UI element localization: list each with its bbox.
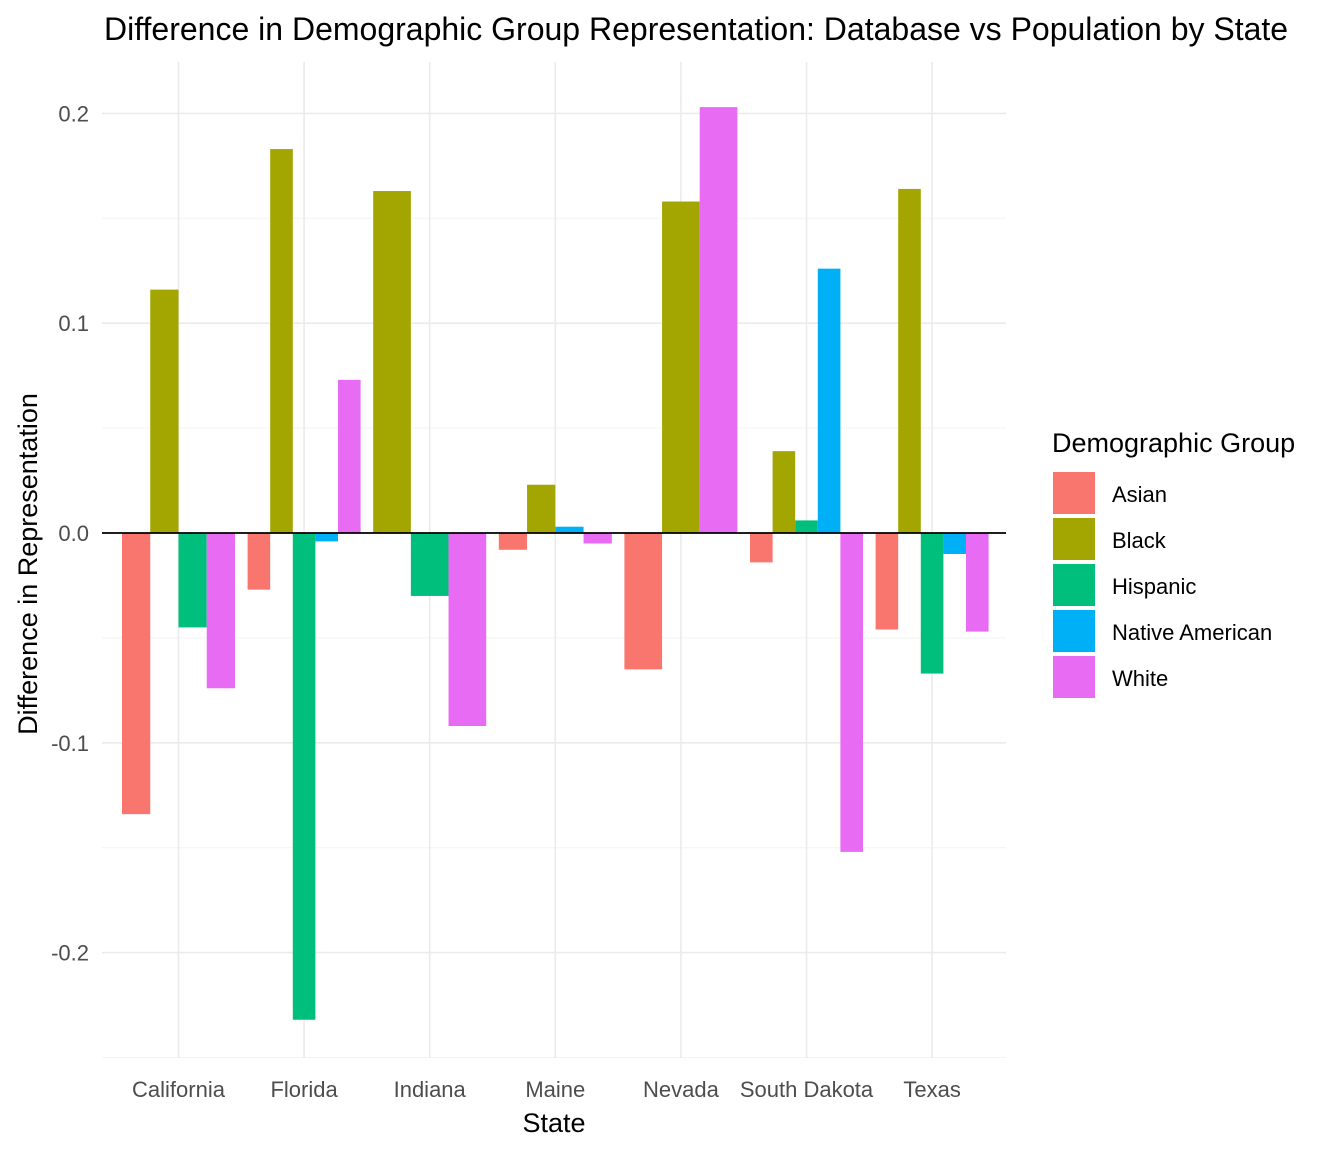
x-axis-title: State bbox=[522, 1108, 585, 1138]
bar-maine-white bbox=[583, 533, 612, 544]
bar-texas-native-american bbox=[943, 533, 966, 554]
x-tick-label: South Dakota bbox=[740, 1077, 874, 1102]
bar-south-dakota-white bbox=[840, 533, 863, 852]
legend-swatch bbox=[1053, 610, 1095, 652]
x-tick-label: Indiana bbox=[394, 1077, 467, 1102]
bar-south-dakota-native-american bbox=[817, 268, 841, 533]
bar-california-hispanic bbox=[178, 533, 207, 628]
bar-nevada-asian bbox=[624, 533, 663, 670]
grid bbox=[102, 62, 1006, 1058]
x-axis-ticks: California Florida Indiana Maine Nevada South… bbox=[132, 1077, 961, 1102]
y-axis-ticks: -0.2 -0.1 0.0 0.1 0.2 bbox=[51, 101, 89, 965]
legend-item-asian: Asian bbox=[1053, 472, 1167, 514]
legend-title: Demographic Group bbox=[1052, 428, 1295, 458]
bar-florida-black bbox=[270, 149, 293, 534]
legend-item-native-american: Native American bbox=[1053, 610, 1272, 652]
legend-label: White bbox=[1112, 666, 1168, 691]
x-tick-label: Texas bbox=[903, 1077, 960, 1102]
legend-label: Native American bbox=[1112, 620, 1272, 645]
y-tick-label: 0.0 bbox=[58, 521, 89, 546]
legend-swatch bbox=[1053, 564, 1095, 606]
legend-items: Asian Black Hispanic Native American White bbox=[1053, 472, 1272, 698]
bar-florida-native-american bbox=[315, 533, 338, 542]
bar-texas-asian bbox=[875, 533, 899, 630]
y-tick-label: 0.1 bbox=[58, 311, 89, 336]
legend-item-black: Black bbox=[1053, 518, 1167, 560]
legend-label: Asian bbox=[1112, 482, 1167, 507]
bar-maine-asian bbox=[498, 533, 528, 550]
x-tick-label: Maine bbox=[525, 1077, 585, 1102]
bar-maine-black bbox=[527, 484, 556, 533]
bar-florida-white bbox=[338, 379, 361, 533]
legend-item-white: White bbox=[1053, 656, 1168, 698]
legend: Demographic Group Asian Black Hispanic Nati… bbox=[1052, 428, 1295, 698]
bar-south-dakota-black bbox=[772, 451, 796, 533]
y-tick-label: -0.2 bbox=[51, 941, 89, 966]
bar-indiana-white bbox=[448, 533, 487, 727]
bar-indiana-black bbox=[373, 191, 411, 533]
y-axis-title: Difference in Representation bbox=[13, 393, 43, 735]
legend-swatch bbox=[1053, 518, 1095, 560]
legend-label: Hispanic bbox=[1112, 574, 1196, 599]
bar-florida-hispanic bbox=[292, 533, 316, 1020]
bar-nevada-black bbox=[662, 201, 700, 534]
bar-maine-native-american bbox=[555, 526, 584, 533]
x-tick-label: Nevada bbox=[643, 1077, 720, 1102]
bar-indiana-hispanic bbox=[410, 533, 449, 596]
bar-texas-hispanic bbox=[920, 533, 944, 674]
bar-south-dakota-asian bbox=[750, 533, 773, 563]
legend-label: Black bbox=[1112, 528, 1167, 553]
legend-item-hispanic: Hispanic bbox=[1053, 564, 1196, 606]
chart-title: Difference in Demographic Group Represen… bbox=[104, 11, 1288, 47]
bar-california-black bbox=[150, 289, 179, 533]
y-tick-label: -0.1 bbox=[51, 731, 89, 756]
bar-california-white bbox=[206, 533, 235, 689]
bar-texas-black bbox=[898, 188, 921, 534]
legend-swatch bbox=[1053, 656, 1095, 698]
bar-nevada-white bbox=[699, 107, 738, 533]
bar-california-asian bbox=[122, 533, 151, 815]
y-tick-label: 0.2 bbox=[58, 101, 89, 126]
legend-swatch bbox=[1053, 472, 1095, 514]
bar-texas-white bbox=[966, 533, 989, 632]
x-tick-label: California bbox=[132, 1077, 226, 1102]
bars bbox=[122, 107, 989, 1020]
x-tick-label: Florida bbox=[270, 1077, 338, 1102]
bar-south-dakota-hispanic bbox=[795, 520, 818, 533]
bar-florida-asian bbox=[247, 533, 271, 590]
